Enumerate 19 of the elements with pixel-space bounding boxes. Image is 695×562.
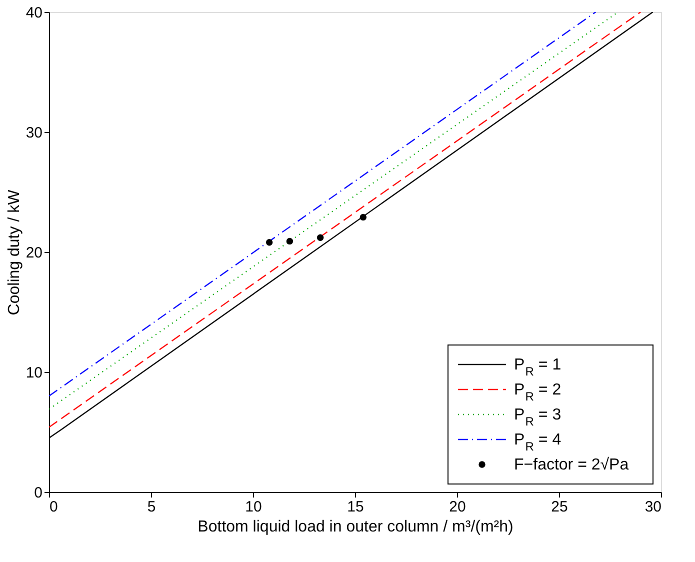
y-tick-label: 10	[26, 364, 42, 382]
x-tick-label: 10	[245, 498, 262, 516]
x-tick-label: 15	[347, 498, 364, 516]
x-tick-label: 0	[50, 498, 58, 516]
y-tick-label: 0	[34, 484, 42, 502]
y-tick-label: 30	[26, 124, 42, 142]
x-axis-title: Bottom liquid load in outer column / m³/(m²h)	[198, 518, 514, 536]
y-tick-label: 20	[26, 244, 42, 262]
x-tick-label: 25	[551, 498, 568, 516]
x-tick-label: 5	[147, 498, 156, 516]
x-tick-label: 30	[644, 498, 662, 516]
point	[360, 214, 367, 221]
y-axis-title: Cooling duty / kW	[6, 188, 23, 316]
x-tick-label: 20	[449, 498, 466, 516]
point	[266, 239, 273, 246]
y-tick-label: 40	[26, 4, 42, 22]
point	[316, 234, 324, 241]
legend-label: F−factor = 2√Pa	[514, 456, 629, 474]
point	[286, 238, 294, 245]
